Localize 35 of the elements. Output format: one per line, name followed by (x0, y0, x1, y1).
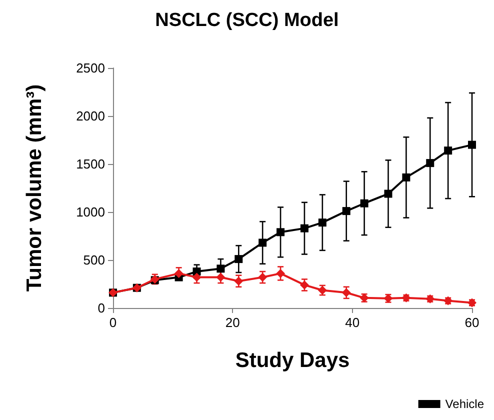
point (234, 255, 243, 264)
point (300, 280, 309, 290)
x-tick-label: 60 (464, 315, 480, 330)
point (384, 190, 392, 198)
y-tick-label: 1500 (76, 156, 105, 172)
y-tick-label: 0 (98, 300, 105, 316)
y-tick-label: 2500 (76, 60, 105, 76)
point (174, 268, 184, 278)
point (192, 268, 201, 276)
point (216, 272, 226, 282)
point (258, 238, 267, 247)
point (342, 288, 351, 298)
point (444, 146, 452, 155)
point (318, 218, 326, 227)
y-tick-label: 1000 (76, 204, 105, 220)
point (402, 173, 410, 182)
x-tick-label: 40 (345, 315, 360, 330)
y-tick-label: 500 (83, 252, 105, 268)
point (258, 272, 268, 282)
x-axis-title: Study Days (235, 349, 350, 372)
point (426, 159, 434, 168)
point (276, 268, 286, 278)
point (360, 199, 368, 208)
x-tick-label: 0 (109, 315, 117, 330)
point (234, 276, 244, 286)
y-tick-label: 2000 (76, 108, 105, 124)
x-tick-label: 20 (225, 315, 240, 330)
point (342, 207, 350, 216)
point (216, 264, 225, 273)
point (276, 228, 285, 236)
legend-label: Vehicle (445, 397, 484, 411)
chart-title: NSCLC (SCC) Model (155, 10, 339, 31)
point (468, 140, 476, 149)
y-axis-title: Tumor volume (mm³) (23, 84, 46, 292)
point (300, 224, 308, 232)
